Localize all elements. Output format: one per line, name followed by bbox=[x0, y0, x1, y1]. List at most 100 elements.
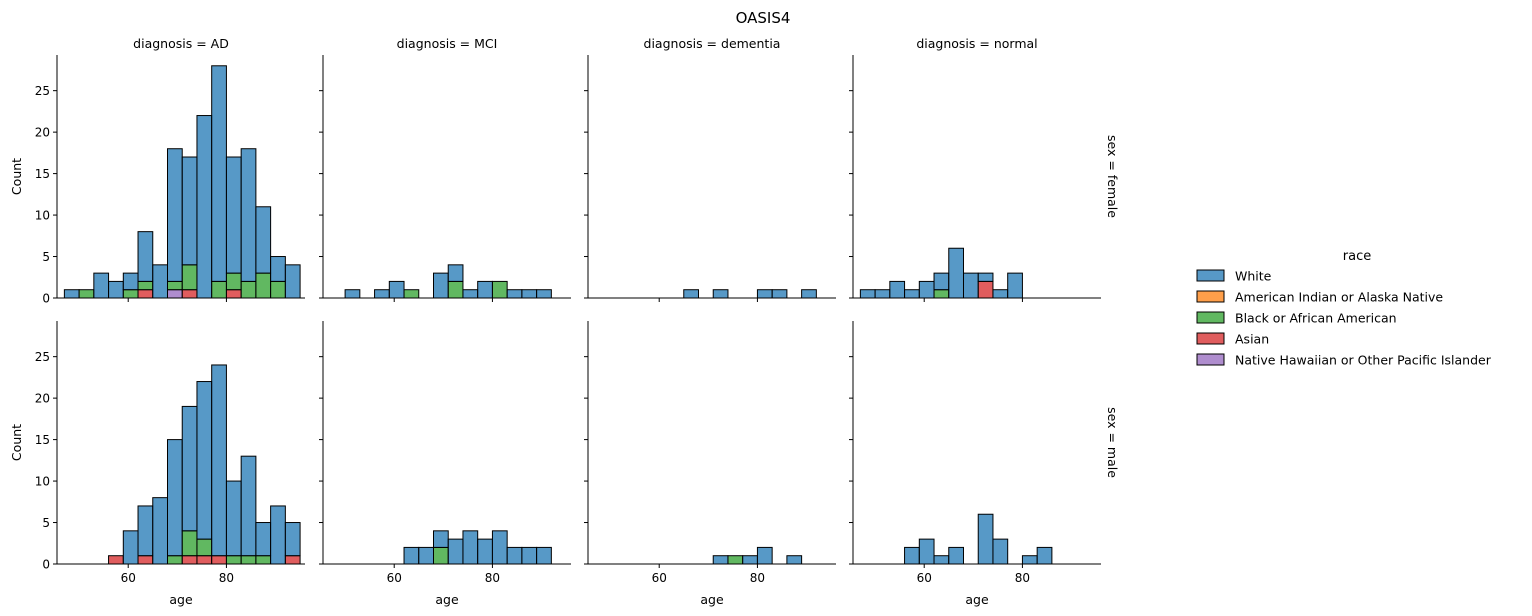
panel-0-1: diagnosis = MCI bbox=[319, 36, 571, 302]
histogram-bar bbox=[948, 247, 964, 299]
histogram-bars bbox=[330, 264, 567, 299]
histogram-bar bbox=[506, 289, 523, 299]
histogram-bar bbox=[977, 513, 994, 565]
histogram-bar bbox=[211, 280, 227, 299]
histogram-bar bbox=[904, 289, 920, 299]
histogram-bar bbox=[1036, 546, 1053, 565]
x-tick-label: 60 bbox=[121, 571, 136, 585]
histogram-bar bbox=[683, 289, 699, 299]
column-title: diagnosis = MCI bbox=[397, 36, 498, 51]
histogram-bar bbox=[225, 156, 242, 274]
panel-grid: 0 5 10 15 20 25 diagnosis = AD Count diagnosis =… bbox=[9, 36, 1120, 607]
x-axis-label: age bbox=[965, 592, 989, 607]
histogram-bar bbox=[933, 272, 950, 291]
histogram-bar bbox=[196, 555, 213, 565]
histogram-bar bbox=[255, 206, 272, 274]
histogram-bar bbox=[933, 555, 950, 565]
histogram-bar bbox=[181, 555, 198, 565]
histogram-bar bbox=[462, 289, 479, 299]
histogram-bar bbox=[167, 555, 183, 565]
histogram-bar bbox=[1007, 272, 1023, 299]
histogram-bar bbox=[211, 364, 227, 557]
y-tick-label: 20 bbox=[35, 126, 50, 140]
histogram-bar bbox=[211, 65, 227, 282]
legend: race White American Indian or Alaska Nati… bbox=[1196, 249, 1492, 368]
histogram-bar bbox=[977, 272, 994, 282]
histogram-bar bbox=[225, 480, 242, 557]
histogram-bar bbox=[137, 280, 154, 291]
histogram-bar bbox=[874, 289, 891, 299]
y-tick-label: 0 bbox=[42, 558, 50, 572]
histogram-bar bbox=[447, 280, 464, 299]
histogram-bar bbox=[418, 546, 434, 565]
histogram-bar bbox=[196, 115, 213, 299]
y-tick-label: 5 bbox=[42, 516, 50, 530]
histogram-bar bbox=[374, 289, 390, 299]
histogram-bar bbox=[240, 280, 257, 299]
panel-1-0: 0 5 10 15 20 25 60 80 Count age bbox=[9, 321, 305, 607]
histogram-bar bbox=[388, 280, 405, 299]
histogram-bar bbox=[270, 505, 286, 565]
x-tick-label: 60 bbox=[652, 571, 667, 585]
histogram-bar bbox=[403, 289, 420, 299]
panel-0-0: 0 5 10 15 20 25 diagnosis = AD Count bbox=[9, 36, 305, 306]
y-tick-label: 15 bbox=[35, 167, 50, 181]
histogram-bar bbox=[447, 264, 464, 282]
x-tick-label: 60 bbox=[387, 571, 402, 585]
legend-label: Black or African American bbox=[1235, 311, 1397, 326]
legend-label: Native Hawaiian or Other Pacific Islande… bbox=[1235, 353, 1492, 368]
y-axis-label: Count bbox=[9, 424, 24, 461]
y-tick-label: 20 bbox=[35, 392, 50, 406]
histogram-bar bbox=[462, 530, 479, 565]
histogram-bar bbox=[284, 264, 301, 299]
histogram-bar bbox=[108, 280, 124, 299]
histogram-bar bbox=[977, 280, 994, 299]
histogram-bar bbox=[137, 231, 154, 282]
histogram-bar bbox=[152, 497, 168, 565]
panel-1-2: 60 80 age bbox=[584, 321, 836, 607]
histogram-bar bbox=[137, 505, 154, 557]
histogram-bar bbox=[196, 381, 213, 540]
histogram-bar bbox=[756, 546, 773, 565]
x-axis-label: age bbox=[435, 592, 459, 607]
histogram-bar bbox=[167, 280, 183, 291]
histogram-bar bbox=[78, 289, 95, 299]
histogram-bar bbox=[270, 256, 286, 282]
panel-1-1: 60 80 age bbox=[319, 321, 571, 607]
y-tick-label: 10 bbox=[35, 209, 50, 223]
histogram-bars bbox=[64, 364, 301, 565]
histogram-bar bbox=[63, 289, 80, 299]
histogram-bar bbox=[137, 289, 154, 299]
histogram-bar bbox=[536, 546, 552, 565]
legend-title: race bbox=[1343, 249, 1371, 264]
y-tick-label: 25 bbox=[35, 350, 50, 364]
histogram-bar bbox=[181, 405, 198, 532]
histogram-bar bbox=[889, 280, 906, 299]
x-tick-label: 80 bbox=[1015, 571, 1030, 585]
histogram-bars bbox=[63, 65, 301, 299]
histogram-bar bbox=[433, 272, 449, 299]
row-title: sex = female bbox=[1105, 135, 1120, 218]
histogram-bar bbox=[712, 555, 729, 565]
legend-swatch bbox=[1196, 311, 1225, 324]
histogram-bar bbox=[918, 538, 935, 565]
histogram-bar bbox=[786, 555, 803, 565]
histogram-bar bbox=[521, 546, 538, 565]
histogram-bar bbox=[255, 272, 272, 299]
histogram-bar bbox=[284, 555, 301, 565]
histogram-bar bbox=[167, 148, 183, 282]
x-tick-label: 80 bbox=[219, 571, 234, 585]
panel-0-3: diagnosis = normal sex = female bbox=[849, 36, 1120, 302]
histogram-bar bbox=[918, 280, 935, 299]
x-tick-label: 60 bbox=[917, 571, 932, 585]
histogram-bar bbox=[122, 530, 139, 565]
x-axis-label: age bbox=[700, 592, 724, 607]
histogram-bar bbox=[137, 555, 154, 565]
y-axis-label: Count bbox=[9, 158, 24, 195]
histogram-bars bbox=[860, 513, 1097, 565]
x-tick-label: 80 bbox=[750, 571, 765, 585]
histogram-bar bbox=[859, 289, 876, 299]
histogram-bar bbox=[181, 289, 198, 299]
histogram-bar bbox=[240, 555, 257, 565]
histogram-bar bbox=[521, 289, 538, 299]
